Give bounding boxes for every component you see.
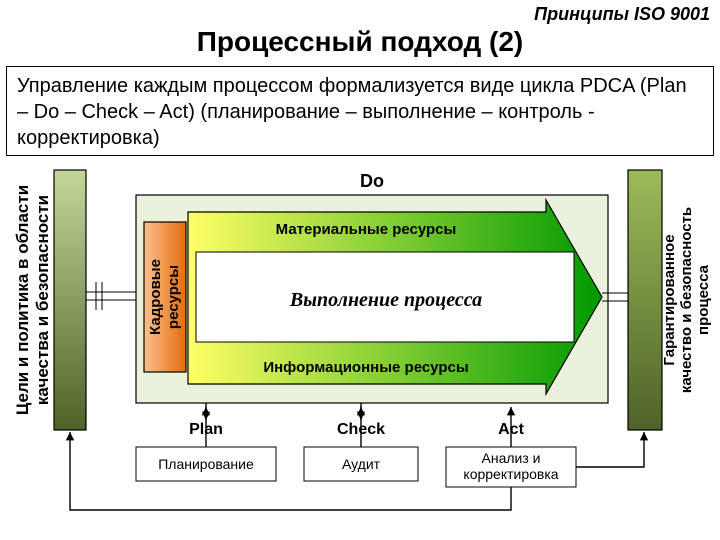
right-quality-bar: [628, 170, 662, 430]
process-execution-label: Выполнение процесса: [289, 289, 482, 311]
supertitle: Принципы ISO 9001: [534, 4, 710, 25]
left-goals-label-2: качества и безопасности: [33, 195, 52, 405]
description-box: Управление каждым процессом формализуетс…: [6, 66, 714, 156]
act-box-label-1: Анализ и: [482, 450, 541, 466]
right-quality-label-3: процесса: [695, 264, 712, 335]
check-box-label: Аудит: [342, 456, 381, 472]
act-box-label-2: корректировка: [463, 466, 558, 482]
personnel-label-2: ресурсы: [165, 265, 182, 329]
right-quality-label-2: качество и безопасность: [678, 207, 695, 393]
pdca-diagram: Цели и политика в области качества и без…: [6, 162, 714, 532]
info-resources-label: Информационные ресурсы: [263, 359, 468, 376]
left-goals-bar: [54, 170, 86, 430]
right-quality-label-1: Гарантированное: [661, 234, 678, 365]
personnel-label-1: Кадровые: [147, 259, 164, 335]
plan-box-label: Планирование: [158, 456, 254, 472]
do-label: Do: [360, 171, 384, 191]
material-resources-label: Материальные ресурсы: [276, 221, 457, 238]
main-title: Процессный подход (2): [0, 26, 720, 58]
act-forward-path: [576, 432, 644, 467]
left-goals-label-1: Цели и политика в области: [13, 185, 32, 415]
